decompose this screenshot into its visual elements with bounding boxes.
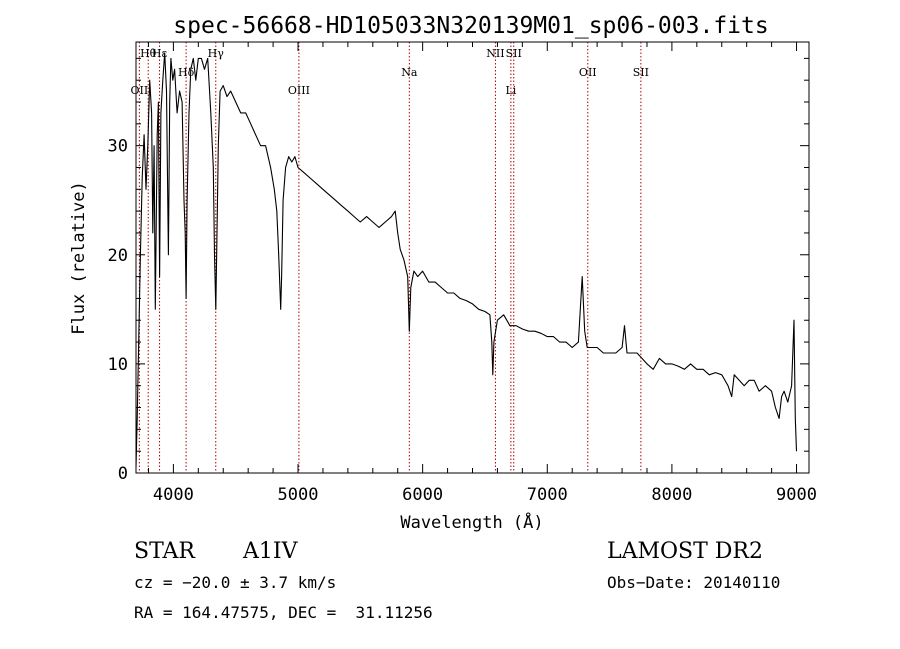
x-axis-label: Wavelength (Å) (400, 511, 543, 533)
spectrum-series (135, 52, 798, 468)
line-marker-label: OII (131, 84, 149, 97)
line-marker-label: Hε (152, 47, 168, 60)
x-tick-label: 7000 (527, 485, 568, 505)
y-tick-label: 20 (108, 246, 128, 266)
line-marker-label: Hγ (208, 47, 225, 60)
x-tick-label: 9000 (776, 485, 817, 505)
y-tick-label: 0 (118, 464, 128, 484)
x-tick-label: 8000 (651, 485, 692, 505)
spectrum-line (135, 52, 798, 468)
line-marker-label: NII (486, 47, 504, 60)
line-marker-label: SII (506, 47, 522, 60)
x-tick-label: 4000 (153, 485, 194, 505)
y-tick-label: 10 (108, 355, 128, 375)
y-tick-label: 30 (108, 137, 128, 157)
line-marker-label: OII (579, 66, 597, 79)
line-marker-label: OIII (288, 84, 310, 97)
emission-line-markers: Hθ OII Hε Hδ Hγ OIII Na NII Li SII OII SII (131, 42, 649, 473)
redshift-cz: cz = −20.0 ± 3.7 km/s (134, 573, 337, 592)
x-tick-label: 6000 (402, 485, 443, 505)
x-axis: 4000 5000 6000 7000 8000 9000 (147, 42, 817, 505)
y-axis: 0 10 20 30 (108, 57, 809, 484)
survey-name: LAMOST DR2 (607, 539, 763, 564)
line-marker-label: Hδ (178, 66, 195, 79)
line-marker-label: Li (505, 84, 516, 97)
star-type: STAR (134, 539, 195, 564)
line-marker-label: Na (401, 66, 418, 79)
plot-frame (135, 41, 810, 474)
obs-date: Obs−Date: 20140110 (607, 573, 781, 592)
line-marker-label: SII (633, 66, 649, 79)
y-axis-label: Flux (relative) (69, 181, 89, 335)
coordinates: RA = 164.47575, DEC = 31.11256 (134, 603, 433, 622)
line-marker-label: Hθ (140, 47, 157, 60)
chart-title: spec-56668-HD105033N320139M01_sp06-003.f… (173, 13, 768, 39)
x-tick-label: 5000 (278, 485, 319, 505)
spectral-class: A1IV (243, 539, 298, 564)
